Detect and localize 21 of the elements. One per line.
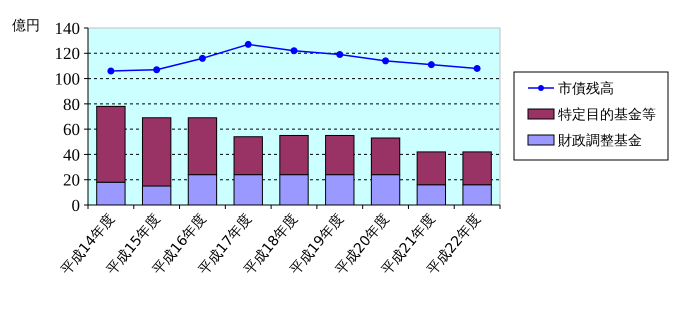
point [198,54,206,62]
point [153,66,160,74]
y-tick-label: 0 [72,196,80,215]
y-tick-label: 60 [63,120,80,140]
point [474,64,481,72]
y-tick-label: 140 [54,18,80,38]
point [107,67,114,74]
point [244,40,252,48]
y-tick-label: 120 [54,44,80,64]
point [428,61,435,68]
legend-label: 市債残高 [558,80,614,97]
legend-label: 財政調整基金 [558,132,642,149]
y-axis-title: 億円 [12,18,40,34]
y-tick-label: 80 [63,94,80,114]
y-tick-label: 100 [54,70,80,89]
point [382,57,390,64]
y-tick-label: 40 [63,145,80,164]
y-tick-label: 20 [63,170,80,190]
point [336,51,344,58]
legend-label: 特定目的基金等 [558,106,656,123]
point [290,47,298,54]
